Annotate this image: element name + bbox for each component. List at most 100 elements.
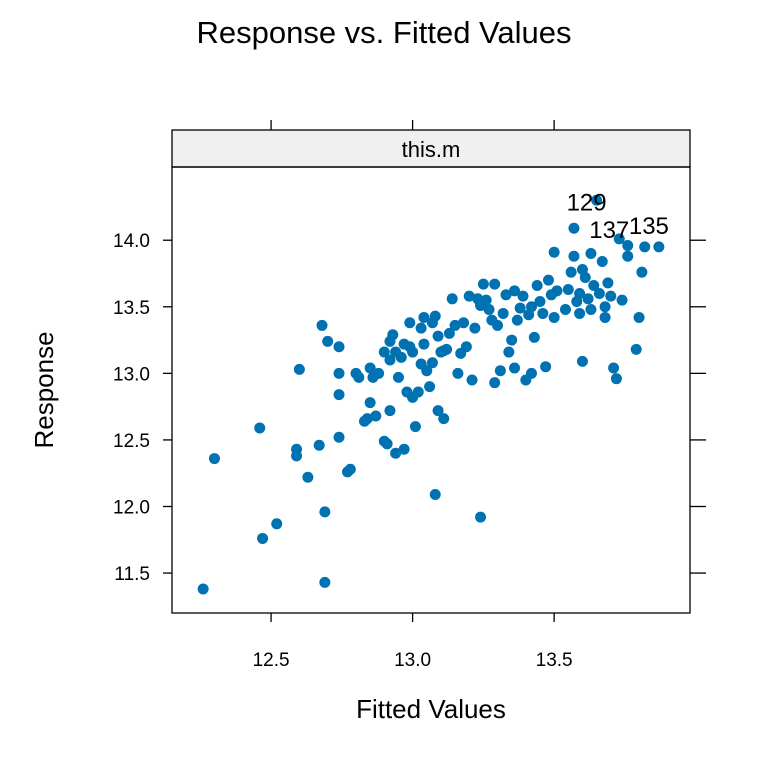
data-point: [489, 377, 501, 389]
data-point: [412, 386, 424, 398]
data-point: [548, 311, 560, 323]
data-point: [509, 285, 521, 297]
data-point: [313, 439, 325, 451]
chart-title: Response vs. Fitted Values: [196, 15, 571, 50]
data-point: [438, 413, 450, 425]
data-point: [497, 307, 509, 319]
data-point: [548, 246, 560, 258]
data-point: [509, 362, 521, 374]
data-point: [384, 354, 396, 366]
data-point: [602, 277, 614, 289]
data-point: [424, 381, 436, 393]
data-point: [565, 266, 577, 278]
data-point: [449, 319, 461, 331]
data-point: [378, 346, 390, 358]
data-point: [537, 307, 549, 319]
data-point: [432, 330, 444, 342]
data-point: [599, 301, 611, 313]
data-point: [415, 322, 427, 334]
x-tick-label: 13.5: [536, 650, 573, 671]
data-point: [398, 443, 410, 455]
y-tick-label: 12.5: [113, 431, 150, 452]
data-point: [653, 241, 665, 253]
data-point: [503, 346, 515, 358]
point-label: 135: [629, 213, 669, 240]
data-point: [534, 295, 546, 307]
data-point: [333, 341, 345, 353]
data-point: [452, 367, 464, 379]
data-points: [197, 194, 665, 595]
data-point: [483, 303, 495, 315]
data-point: [254, 422, 266, 434]
data-point: [517, 290, 529, 302]
data-point: [636, 266, 648, 278]
data-point: [322, 335, 334, 347]
data-point: [392, 371, 404, 383]
data-point: [630, 343, 642, 355]
data-point: [514, 302, 526, 314]
data-point: [559, 303, 571, 315]
strip-label: this.m: [402, 137, 461, 162]
data-point: [361, 413, 373, 425]
plot-frame: [171, 166, 691, 614]
data-point: [494, 365, 506, 377]
y-axis-label: Response: [29, 331, 59, 448]
data-point: [574, 307, 586, 319]
data-point: [291, 443, 303, 455]
data-point: [458, 317, 470, 329]
data-point: [633, 311, 645, 323]
data-point: [373, 367, 385, 379]
data-point: [443, 327, 455, 339]
data-point: [593, 287, 605, 299]
y-tick-label: 14.0: [113, 231, 150, 252]
data-point: [506, 334, 518, 346]
data-point: [480, 294, 492, 306]
data-point: [353, 371, 365, 383]
data-point: [551, 285, 563, 297]
data-point: [599, 311, 611, 323]
y-tick-label: 11.5: [114, 564, 150, 585]
data-point: [418, 311, 430, 323]
data-point: [418, 338, 430, 350]
data-point: [257, 532, 269, 544]
data-point: [540, 361, 552, 373]
data-point: [404, 317, 416, 329]
data-point: [384, 405, 396, 417]
data-point: [302, 471, 314, 483]
point-label: 129: [567, 189, 607, 216]
data-point: [387, 329, 399, 341]
data-point: [429, 489, 441, 501]
y-tick-label: 12.0: [113, 497, 150, 518]
data-point: [271, 518, 283, 530]
y-tick-label: 13.5: [113, 298, 150, 319]
data-point: [463, 290, 475, 302]
y-axis: 11.5 12.0 12.5 13.0 13.5 14.0: [113, 231, 706, 585]
data-point: [460, 341, 472, 353]
x-axis-label: Fitted Values: [356, 694, 506, 724]
data-point: [333, 367, 345, 379]
data-point: [568, 222, 580, 234]
data-point: [333, 389, 345, 401]
data-point: [525, 367, 537, 379]
data-point: [500, 289, 512, 301]
data-point: [622, 250, 634, 262]
data-point: [492, 319, 504, 331]
data-point: [469, 322, 481, 334]
data-point: [319, 576, 331, 588]
data-point: [475, 511, 487, 523]
data-point: [579, 272, 591, 284]
data-point: [477, 278, 489, 290]
data-point: [562, 283, 574, 295]
data-point: [568, 250, 580, 262]
data-point: [333, 431, 345, 443]
data-point: [608, 362, 620, 374]
data-point: [466, 374, 478, 386]
data-point: [542, 274, 554, 286]
data-point: [316, 319, 328, 331]
data-point: [364, 362, 376, 374]
data-point: [446, 293, 458, 305]
x-tick-label: 13.0: [394, 650, 431, 671]
data-point: [432, 405, 444, 417]
